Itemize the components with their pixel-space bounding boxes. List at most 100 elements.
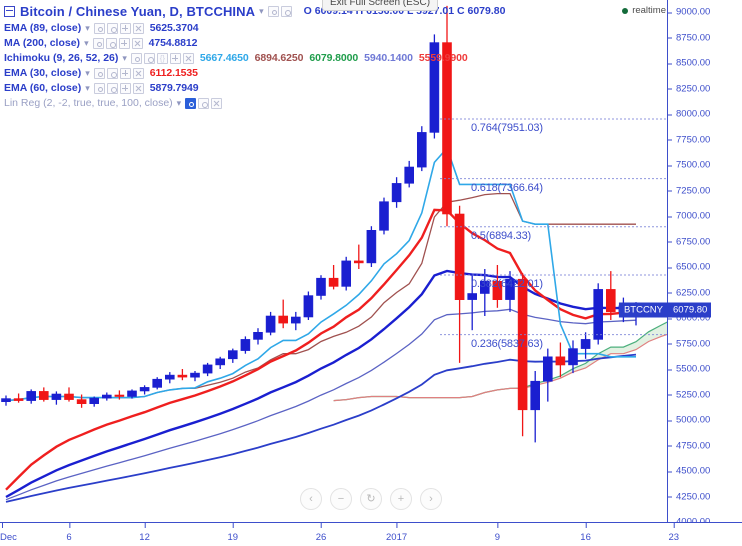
gear-icon[interactable] xyxy=(106,67,118,79)
chevron-down-icon[interactable]: ▾ xyxy=(176,97,182,108)
add-icon[interactable] xyxy=(169,52,181,64)
time-tick: 26 xyxy=(315,523,327,543)
close-icon[interactable] xyxy=(211,97,223,109)
visibility-eye-icon[interactable] xyxy=(92,37,104,49)
chart-plot-area[interactable] xyxy=(0,0,667,522)
indicator-value: 5667.4650 xyxy=(199,52,249,64)
collapse-icon[interactable] xyxy=(4,5,15,17)
price-tick: 4750.00 xyxy=(668,440,710,451)
indicator-values: 4754.8812 xyxy=(149,37,198,49)
close-icon[interactable] xyxy=(132,22,144,34)
close-icon[interactable] xyxy=(132,82,144,94)
price-tick: 9000.00 xyxy=(668,7,710,18)
visibility-eye-icon[interactable] xyxy=(267,5,279,17)
indicator-legend-row[interactable]: Lin Reg (2, -2, true, true, 100, close) ▾ xyxy=(4,96,505,110)
exit-fullscreen-tooltip: Exit Full Screen (ESC) xyxy=(322,0,439,11)
scroll-left-button[interactable]: ‹ xyxy=(300,488,322,510)
fib-level-label-0-5: 0.5(6894.33) xyxy=(471,229,531,242)
indicator-button-group xyxy=(93,82,144,94)
indicator-value: 5879.7949 xyxy=(149,82,199,94)
symbol-title[interactable]: Bitcoin / Chinese Yuan, D, BTCCHINA xyxy=(20,3,256,19)
indicator-legend-row[interactable]: EMA (30, close) ▾ 6112.1535 xyxy=(4,66,505,80)
add-icon[interactable] xyxy=(119,82,131,94)
chevron-down-icon[interactable]: ▾ xyxy=(122,52,127,63)
zoom-out-button[interactable]: − xyxy=(330,488,352,510)
symbol-button-group xyxy=(267,5,292,17)
indicator-value: 6112.1535 xyxy=(149,67,198,79)
price-tick: 4500.00 xyxy=(668,466,710,477)
zoom-in-button[interactable]: + xyxy=(390,488,412,510)
chevron-down-icon[interactable]: ▾ xyxy=(85,67,90,78)
price-tick: 7250.00 xyxy=(668,185,710,196)
fib-level-label-0-382: 0.382(6422.01) xyxy=(471,277,543,290)
visibility-eye-icon[interactable] xyxy=(93,67,105,79)
indicator-legend-row[interactable]: EMA (89, close) ▾ 5625.3704 xyxy=(4,21,505,35)
time-tick: 2017 xyxy=(386,523,408,543)
time-axis[interactable]: Dec 6 12 19 26 2017 9 16 23 xyxy=(0,522,742,546)
price-tick: 5000.00 xyxy=(668,415,710,426)
source-code-icon[interactable]: {} xyxy=(156,52,168,64)
close-icon[interactable] xyxy=(131,37,143,49)
price-tick: 6750.00 xyxy=(668,236,710,247)
indicator-name[interactable]: EMA (60, close) xyxy=(4,82,82,94)
indicator-value: 5559.9900 xyxy=(418,52,468,64)
indicator-values: 5879.7949 xyxy=(150,82,199,94)
chevron-down-icon[interactable]: ▾ xyxy=(259,5,264,16)
price-tick: 8000.00 xyxy=(668,109,710,120)
add-icon[interactable] xyxy=(119,22,131,34)
add-icon[interactable] xyxy=(118,37,130,49)
indicator-button-group xyxy=(92,37,143,49)
close-icon[interactable] xyxy=(182,52,194,64)
visibility-eye-icon[interactable] xyxy=(93,22,105,34)
price-axis[interactable]: 9000.00 8750.00 8500.00 8250.00 8000.00 7750.… xyxy=(667,0,742,528)
realtime-status: realtime xyxy=(622,5,666,16)
indicator-values: 5667.4650 6894.6250 6079.8000 5940.1400 5559… xyxy=(200,52,468,64)
price-tick: 8500.00 xyxy=(668,58,710,69)
time-tick: 9 xyxy=(494,523,501,543)
visibility-eye-icon[interactable] xyxy=(93,82,105,94)
indicator-name[interactable]: MA (200, close) xyxy=(4,37,81,49)
indicator-name[interactable]: EMA (30, close) xyxy=(4,67,82,79)
fib-level-label-0-618: 0.618(7366.64) xyxy=(471,181,543,194)
time-tick: Dec xyxy=(0,523,17,543)
chart-navigation-bar: ‹ − ↻ + › xyxy=(0,488,742,510)
indicator-button-group xyxy=(93,22,144,34)
visibility-eye-icon[interactable] xyxy=(130,52,142,64)
current-price-badge: 6079.80 xyxy=(667,302,712,318)
price-tick: 5250.00 xyxy=(668,389,710,400)
indicator-value: 6079.8000 xyxy=(309,52,359,64)
gear-icon[interactable] xyxy=(106,22,118,34)
indicator-name[interactable]: Lin Reg (2, -2, true, true, 100, close) xyxy=(4,97,173,109)
gear-icon[interactable] xyxy=(198,97,210,109)
indicator-legend-row[interactable]: Ichimoku (9, 26, 52, 26) ▾ {} 5667.4650 6894… xyxy=(4,51,505,65)
price-tick: 5750.00 xyxy=(668,338,710,349)
close-icon[interactable] xyxy=(132,67,144,79)
fib-level-label-0-236: 0.236(5837.63) xyxy=(471,337,543,350)
indicator-legend-row[interactable]: MA (200, close) ▾ 4754.8812 xyxy=(4,36,505,50)
indicator-value: 5625.3704 xyxy=(149,22,199,34)
gear-icon[interactable] xyxy=(280,5,292,17)
chevron-down-icon[interactable]: ▾ xyxy=(85,22,90,33)
visibility-eye-icon[interactable] xyxy=(185,97,197,109)
time-tick: 6 xyxy=(66,523,72,543)
indicator-values: 5625.3704 xyxy=(150,22,199,34)
indicator-name[interactable]: Ichimoku (9, 26, 52, 26) xyxy=(4,52,119,64)
indicator-values: 6112.1535 xyxy=(150,67,198,79)
indicator-legend-row[interactable]: EMA (60, close) ▾ 5879.7949 xyxy=(4,81,505,95)
indicator-name[interactable]: EMA (89, close) xyxy=(4,22,82,34)
symbol-price-badge: BTCCNY xyxy=(618,302,668,318)
scroll-right-button[interactable]: › xyxy=(420,488,442,510)
indicator-value: 6894.6250 xyxy=(254,52,304,64)
gear-icon[interactable] xyxy=(143,52,155,64)
chevron-down-icon[interactable]: ▾ xyxy=(85,82,90,93)
indicator-button-group: {} xyxy=(130,52,194,64)
gear-icon[interactable] xyxy=(106,82,118,94)
chevron-down-icon[interactable]: ▾ xyxy=(84,37,89,48)
reset-chart-button[interactable]: ↻ xyxy=(360,488,382,510)
indicator-button-group xyxy=(93,67,144,79)
indicator-value: 4754.8812 xyxy=(148,37,198,49)
time-tick: 16 xyxy=(580,523,591,543)
chart-legend: Bitcoin / Chinese Yuan, D, BTCCHINA ▾ O … xyxy=(4,3,505,111)
gear-icon[interactable] xyxy=(105,37,117,49)
add-icon[interactable] xyxy=(119,67,131,79)
